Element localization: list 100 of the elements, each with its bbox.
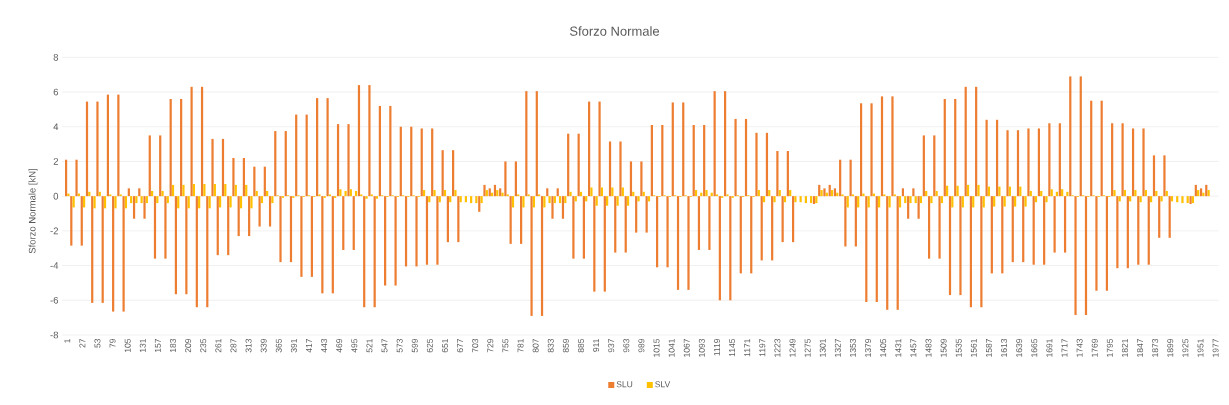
bar	[624, 196, 627, 253]
bar	[321, 196, 324, 294]
x-tick-label: 677	[457, 338, 464, 353]
bar	[258, 196, 261, 227]
bar	[1165, 190, 1168, 197]
bar	[501, 192, 504, 197]
x-tick-label: 1743	[1076, 338, 1083, 357]
x-tick-label: 1	[64, 338, 71, 343]
bar	[470, 196, 473, 204]
bar	[603, 196, 606, 292]
bar	[1095, 196, 1098, 291]
x-tick-label: 1197	[759, 338, 766, 357]
bar	[744, 118, 748, 197]
bar	[595, 196, 598, 206]
x-tick-label: 417	[306, 338, 312, 353]
x-tick-label: 209	[185, 338, 192, 353]
x-tick-label: 599	[411, 338, 418, 353]
x-tick-label: 131	[139, 338, 146, 353]
bar	[1045, 196, 1048, 203]
bar	[1158, 196, 1161, 238]
bar	[1105, 196, 1109, 291]
x-tick-label: 1821	[1121, 338, 1128, 357]
bar	[266, 190, 269, 197]
bar	[422, 190, 426, 197]
bar	[274, 131, 277, 197]
bar	[452, 150, 455, 197]
bar	[415, 196, 418, 267]
bar	[1111, 123, 1114, 197]
bar	[755, 132, 758, 197]
bar	[778, 190, 781, 197]
bar	[250, 196, 253, 209]
bar	[185, 196, 188, 295]
bar	[93, 196, 96, 209]
bar	[117, 94, 120, 197]
bar	[1037, 128, 1041, 197]
bar	[776, 151, 779, 197]
bar	[985, 119, 988, 197]
bar	[940, 196, 943, 204]
bar	[650, 125, 653, 197]
bar	[1131, 128, 1135, 197]
bar	[522, 196, 525, 208]
bar	[295, 114, 298, 197]
x-tick-label: 235	[200, 338, 207, 353]
bar	[143, 196, 146, 219]
bar	[907, 196, 910, 219]
bar	[389, 105, 392, 197]
bar	[548, 196, 551, 204]
bar	[1024, 196, 1027, 207]
bar	[626, 196, 630, 206]
x-tick-label: 1509	[940, 338, 947, 357]
bar	[938, 196, 941, 259]
bar	[713, 91, 716, 197]
bar	[671, 102, 674, 197]
x-tick-label: 547	[381, 338, 388, 353]
x-tick-label: 1379	[865, 338, 872, 357]
y-tick-label: 6	[53, 88, 59, 96]
bar	[789, 190, 792, 197]
bar	[260, 196, 264, 204]
bar	[760, 196, 763, 261]
bar	[1032, 196, 1035, 265]
bar	[687, 196, 690, 290]
bar	[342, 196, 345, 250]
y-tick-label: -4	[50, 262, 59, 269]
bar	[1063, 196, 1067, 253]
bar	[159, 135, 162, 197]
bar	[616, 196, 619, 206]
y-axis-title: Sforzo Normale [kN]	[28, 168, 38, 254]
x-tick-label: 443	[321, 338, 328, 353]
bar	[268, 196, 272, 227]
bar	[373, 196, 376, 308]
bar	[1053, 196, 1056, 253]
x-tick-label: 1717	[1061, 338, 1068, 357]
bar	[1129, 196, 1132, 202]
bar	[1121, 123, 1124, 197]
bar	[723, 91, 727, 197]
bar	[271, 196, 274, 204]
bar	[656, 196, 659, 268]
bar	[757, 190, 760, 197]
bar	[865, 196, 868, 303]
bar	[844, 196, 847, 247]
bar	[614, 196, 617, 253]
bar	[734, 118, 737, 197]
bar	[1170, 196, 1174, 202]
bar	[964, 86, 967, 197]
bar	[993, 196, 996, 207]
bar	[901, 188, 905, 197]
bar	[156, 196, 159, 204]
x-tick-label: 729	[487, 338, 494, 353]
x-tick-label: 313	[245, 338, 252, 353]
bar	[436, 196, 439, 265]
bar	[200, 86, 204, 197]
bar	[791, 196, 795, 243]
x-tick-label: 1535	[955, 338, 962, 357]
bar	[300, 196, 303, 277]
bar	[237, 196, 240, 237]
bar	[896, 196, 899, 310]
bar	[762, 196, 766, 203]
bar	[783, 196, 787, 203]
bar	[279, 196, 282, 263]
bar	[919, 196, 923, 204]
